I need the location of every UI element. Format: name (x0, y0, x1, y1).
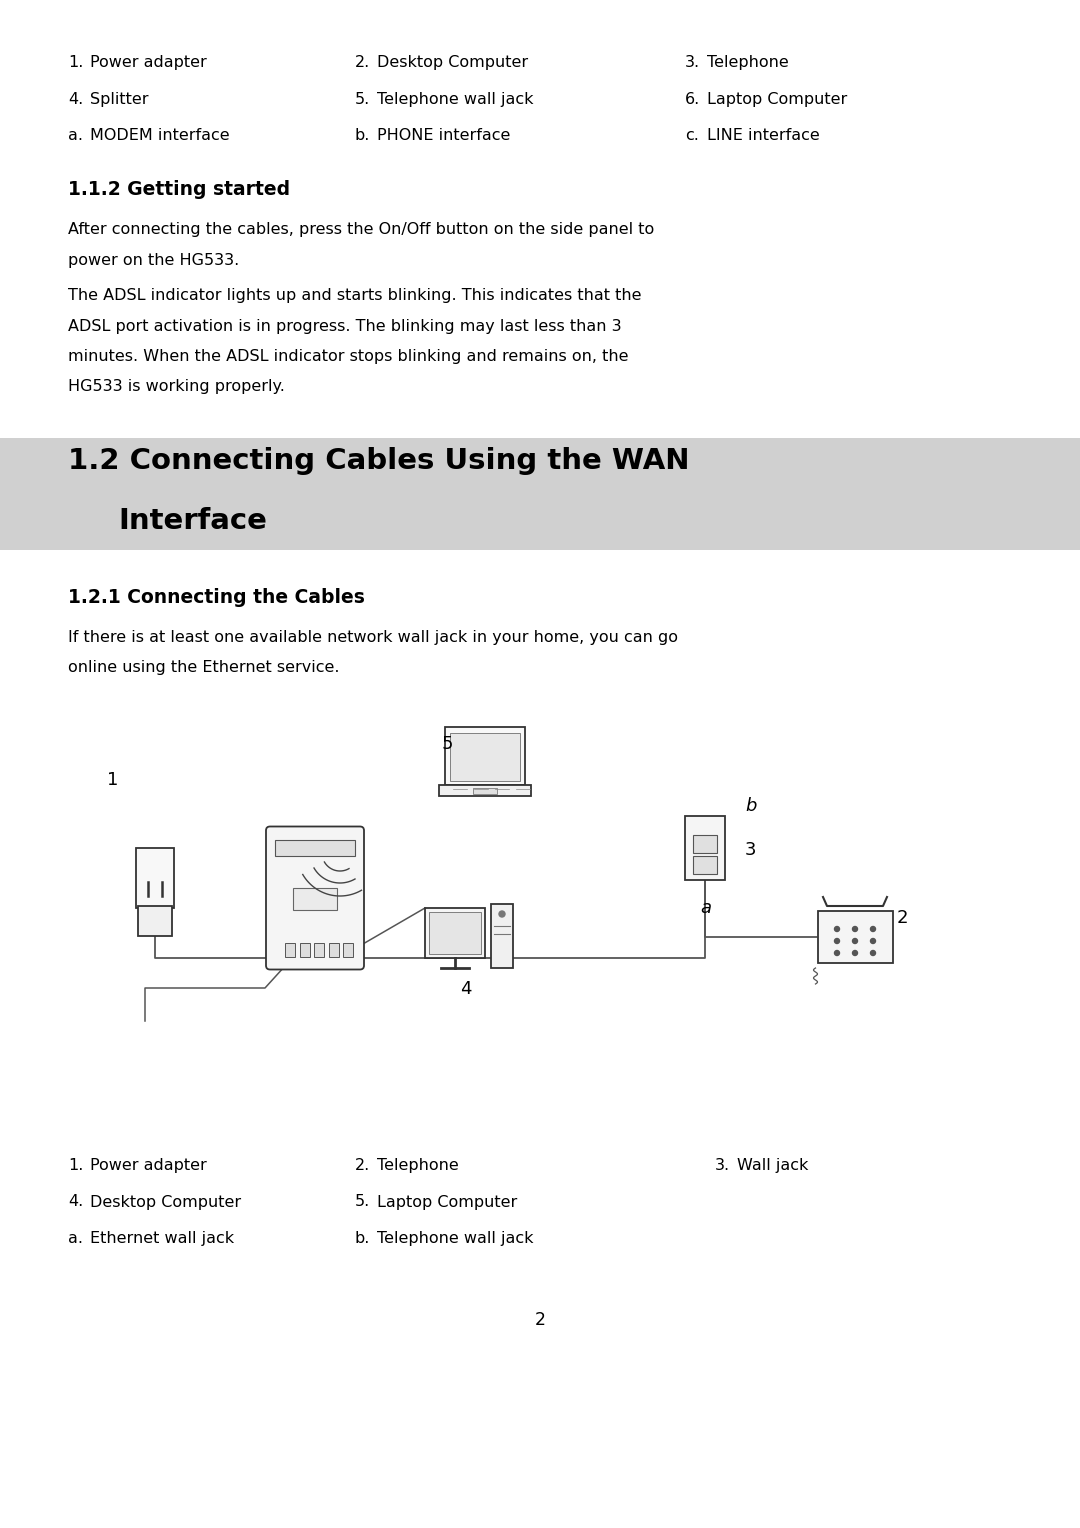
Text: Telephone wall jack: Telephone wall jack (377, 1232, 534, 1245)
Text: 1.2.1 Connecting the Cables: 1.2.1 Connecting the Cables (68, 588, 365, 607)
Bar (491, 905, 513, 969)
Circle shape (852, 938, 858, 943)
Text: online using the Ethernet service.: online using the Ethernet service. (68, 660, 339, 675)
Bar (0, 439, 1080, 550)
Text: Telephone: Telephone (377, 1158, 459, 1174)
Text: b: b (745, 798, 756, 814)
Text: MODEM interface: MODEM interface (90, 128, 230, 144)
Text: Laptop Computer: Laptop Computer (377, 1195, 517, 1210)
Circle shape (835, 938, 839, 943)
Text: Telephone: Telephone (707, 55, 788, 70)
Text: 1.: 1. (68, 1158, 83, 1174)
Text: 3.: 3. (715, 1158, 730, 1174)
Bar (136, 848, 174, 908)
Text: 3.: 3. (685, 55, 700, 70)
Text: 1: 1 (107, 772, 119, 788)
Text: a.: a. (68, 128, 83, 144)
Text: Power adapter: Power adapter (90, 55, 206, 70)
Text: 2: 2 (535, 1311, 545, 1329)
Text: 1.2 Connecting Cables Using the WAN: 1.2 Connecting Cables Using the WAN (68, 448, 689, 475)
Text: 2.: 2. (355, 55, 370, 70)
Text: power on the HG533.: power on the HG533. (68, 252, 240, 267)
Bar (438, 785, 531, 796)
Text: 4.: 4. (68, 92, 83, 107)
Text: 5.: 5. (355, 92, 370, 107)
Text: PHONE interface: PHONE interface (377, 128, 511, 144)
Bar (293, 888, 337, 911)
Text: Ethernet wall jack: Ethernet wall jack (90, 1232, 234, 1245)
Text: minutes. When the ADSL indicator stops blinking and remains on, the: minutes. When the ADSL indicator stops b… (68, 348, 629, 364)
Text: c.: c. (685, 128, 699, 144)
Circle shape (870, 938, 876, 943)
Bar (693, 834, 717, 853)
Text: 3: 3 (745, 840, 756, 859)
Text: HG533 is working properly.: HG533 is working properly. (68, 379, 285, 394)
Text: Laptop Computer: Laptop Computer (707, 92, 847, 107)
Text: Telephone wall jack: Telephone wall jack (377, 92, 534, 107)
Text: The ADSL indicator lights up and starts blinking. This indicates that the: The ADSL indicator lights up and starts … (68, 287, 642, 303)
Text: 1.: 1. (68, 55, 83, 70)
Text: 2.: 2. (355, 1158, 370, 1174)
Bar (343, 943, 353, 958)
Bar (685, 816, 725, 880)
Bar (445, 727, 525, 785)
Bar (429, 912, 481, 953)
FancyBboxPatch shape (266, 827, 364, 969)
Text: 5.: 5. (355, 1195, 370, 1210)
Bar (299, 943, 310, 958)
Bar (473, 788, 497, 795)
Text: Desktop Computer: Desktop Computer (377, 55, 528, 70)
Circle shape (870, 950, 876, 955)
Bar (818, 911, 892, 963)
Text: a.: a. (68, 1232, 83, 1245)
Bar (138, 906, 172, 937)
Circle shape (835, 950, 839, 955)
Bar (328, 943, 338, 958)
Text: 6.: 6. (685, 92, 700, 107)
Text: After connecting the cables, press the On/Off button on the side panel to: After connecting the cables, press the O… (68, 222, 654, 237)
Bar (426, 908, 485, 958)
Text: b.: b. (355, 1232, 370, 1245)
Text: 2: 2 (897, 909, 908, 927)
Circle shape (870, 926, 876, 932)
Text: Splitter: Splitter (90, 92, 149, 107)
Circle shape (835, 926, 839, 932)
Text: 4.: 4. (68, 1195, 83, 1210)
Text: Interface: Interface (118, 507, 267, 535)
Circle shape (499, 911, 505, 917)
Circle shape (852, 926, 858, 932)
Bar (314, 943, 324, 958)
Text: 1.1.2 Getting started: 1.1.2 Getting started (68, 180, 291, 199)
Text: a: a (700, 898, 711, 917)
Text: If there is at least one available network wall jack in your home, you can go: If there is at least one available netwo… (68, 630, 678, 645)
Text: ADSL port activation is in progress. The blinking may last less than 3: ADSL port activation is in progress. The… (68, 318, 622, 333)
Bar (275, 839, 355, 856)
Text: Desktop Computer: Desktop Computer (90, 1195, 241, 1210)
Bar (285, 943, 295, 958)
Bar (450, 733, 519, 781)
Circle shape (852, 950, 858, 955)
Text: Wall jack: Wall jack (737, 1158, 808, 1174)
Bar (693, 856, 717, 874)
Text: 5: 5 (442, 735, 453, 753)
Text: LINE interface: LINE interface (707, 128, 820, 144)
Text: b.: b. (355, 128, 370, 144)
Text: 4: 4 (460, 979, 472, 998)
Text: Power adapter: Power adapter (90, 1158, 206, 1174)
